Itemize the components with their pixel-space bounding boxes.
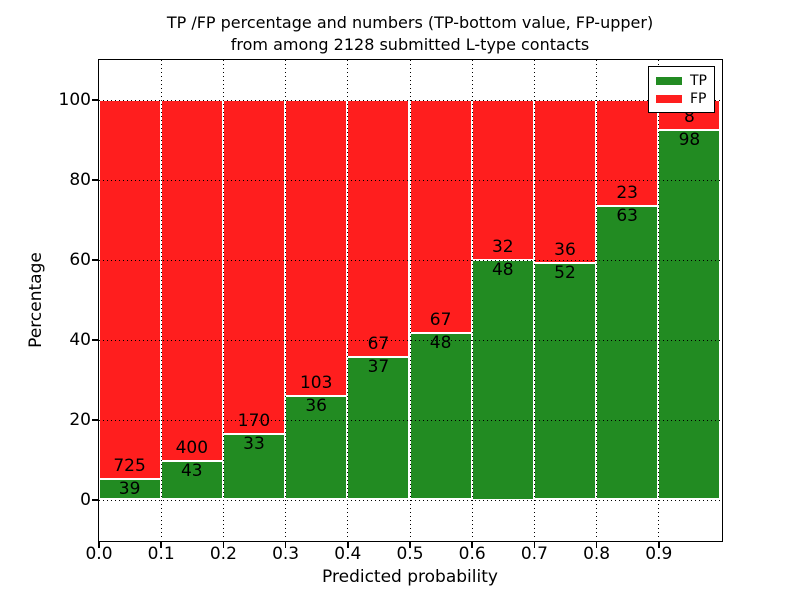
y-tick-mark bbox=[91, 179, 98, 181]
x-tick-label: 0.4 bbox=[334, 544, 362, 564]
tp-count-label: 37 bbox=[367, 357, 390, 378]
legend-label-fp: FP bbox=[690, 91, 707, 107]
y-tick-label: 60 bbox=[69, 250, 91, 270]
fp-bar-segment bbox=[347, 99, 410, 358]
tp-count-label: 48 bbox=[491, 259, 514, 280]
fp-bar-segment bbox=[222, 99, 286, 435]
fp-bar-segment bbox=[533, 99, 597, 264]
tp-count-label: 48 bbox=[429, 332, 452, 353]
fp-count-label: 400 bbox=[175, 437, 209, 458]
tp-bar-segment bbox=[347, 357, 410, 500]
chart-title-line2: from among 2128 submitted L-type contact… bbox=[230, 35, 590, 54]
x-tick-mark bbox=[533, 541, 536, 548]
x-tick-mark bbox=[658, 541, 660, 548]
x-tick-label: 0.9 bbox=[645, 544, 673, 564]
tp-bar-segment bbox=[596, 206, 659, 500]
y-tick-label: 0 bbox=[80, 490, 91, 510]
y-tick-mark bbox=[91, 339, 98, 341]
x-tick-mark bbox=[471, 541, 473, 548]
tp-bar-segment bbox=[98, 479, 161, 500]
tp-count-label: 39 bbox=[118, 479, 141, 500]
x-tick-label: 0.5 bbox=[396, 544, 424, 564]
x-tick-mark bbox=[595, 541, 598, 548]
x-axis-label: Predicted probability bbox=[322, 567, 498, 587]
y-tick-label: 80 bbox=[69, 170, 91, 190]
legend-row-tp: TP bbox=[656, 73, 714, 89]
chart-title: TP /FP percentage and numbers (TP-bottom… bbox=[167, 12, 653, 56]
y-tick-mark bbox=[91, 419, 98, 421]
vertical-gridline bbox=[347, 59, 349, 540]
fp-swatch-icon bbox=[656, 95, 682, 103]
x-tick-label: 0.6 bbox=[458, 544, 486, 564]
fp-count-label: 36 bbox=[554, 240, 576, 261]
fp-count-label: 32 bbox=[491, 236, 514, 257]
chart-title-line1: TP /FP percentage and numbers (TP-bottom… bbox=[166, 13, 654, 32]
vertical-gridline bbox=[160, 59, 162, 540]
x-tick-label: 0.7 bbox=[520, 544, 548, 564]
x-tick-mark bbox=[160, 541, 162, 548]
fp-bar-segment bbox=[409, 99, 472, 333]
tp-bar-segment bbox=[409, 332, 472, 500]
y-axis-label: Percentage bbox=[26, 252, 46, 348]
y-tick-mark bbox=[91, 259, 98, 261]
tp-count-label: 63 bbox=[616, 206, 639, 227]
tp-bar-segment bbox=[658, 129, 721, 500]
tp-swatch-icon bbox=[656, 77, 682, 85]
tp-count-label: 43 bbox=[180, 460, 203, 481]
x-tick-mark bbox=[222, 541, 225, 548]
y-tick-label: 40 bbox=[69, 330, 91, 350]
x-tick-label: 0.3 bbox=[272, 544, 300, 564]
fp-count-label: 23 bbox=[616, 183, 639, 204]
tp-bar-segment bbox=[533, 263, 597, 500]
fp-bar-segment bbox=[596, 99, 659, 207]
x-tick-mark bbox=[284, 541, 287, 548]
y-tick-label: 100 bbox=[58, 90, 91, 110]
tp-bar-segment bbox=[160, 460, 223, 500]
vertical-gridline bbox=[285, 59, 287, 540]
tp-count-label: 98 bbox=[678, 129, 701, 150]
vertical-gridline bbox=[533, 59, 535, 540]
fp-bar-segment bbox=[160, 99, 223, 461]
vertical-gridline bbox=[222, 59, 224, 540]
y-tick-mark bbox=[91, 99, 98, 101]
x-tick-label: 0.0 bbox=[85, 544, 113, 564]
x-tick-mark bbox=[98, 541, 100, 548]
x-tick-label: 0.1 bbox=[147, 544, 175, 564]
legend-label-tp: TP bbox=[690, 73, 707, 89]
tp-count-label: 33 bbox=[243, 434, 265, 455]
fp-count-label: 8 bbox=[683, 106, 695, 127]
y-tick-mark bbox=[91, 499, 98, 501]
x-tick-label: 0.2 bbox=[209, 544, 237, 564]
tp-count-label: 36 bbox=[305, 395, 328, 416]
x-tick-label: 0.8 bbox=[583, 544, 611, 564]
fp-bar-segment bbox=[285, 99, 348, 396]
fp-count-label: 67 bbox=[429, 309, 452, 330]
vertical-gridline bbox=[596, 59, 598, 540]
fp-count-label: 725 bbox=[113, 456, 146, 477]
tp-bar-segment bbox=[471, 259, 534, 500]
x-tick-mark bbox=[347, 541, 349, 548]
fp-bar-segment bbox=[98, 99, 161, 480]
vertical-gridline bbox=[409, 59, 411, 540]
legend-row-fp: FP bbox=[656, 91, 714, 107]
y-tick-label: 20 bbox=[69, 410, 91, 430]
fp-count-label: 170 bbox=[237, 411, 271, 432]
tp-count-label: 52 bbox=[554, 263, 576, 284]
vertical-gridline bbox=[658, 59, 660, 540]
plot-area: 39 725 43 400 33 170 36 103 37 67 48 67 48 32 52 36 63 23… bbox=[97, 58, 723, 542]
vertical-gridline bbox=[471, 59, 473, 540]
fp-count-label: 103 bbox=[299, 372, 333, 393]
fp-count-label: 67 bbox=[367, 334, 390, 355]
legend: TP FP bbox=[648, 66, 715, 113]
x-tick-mark bbox=[409, 541, 411, 548]
